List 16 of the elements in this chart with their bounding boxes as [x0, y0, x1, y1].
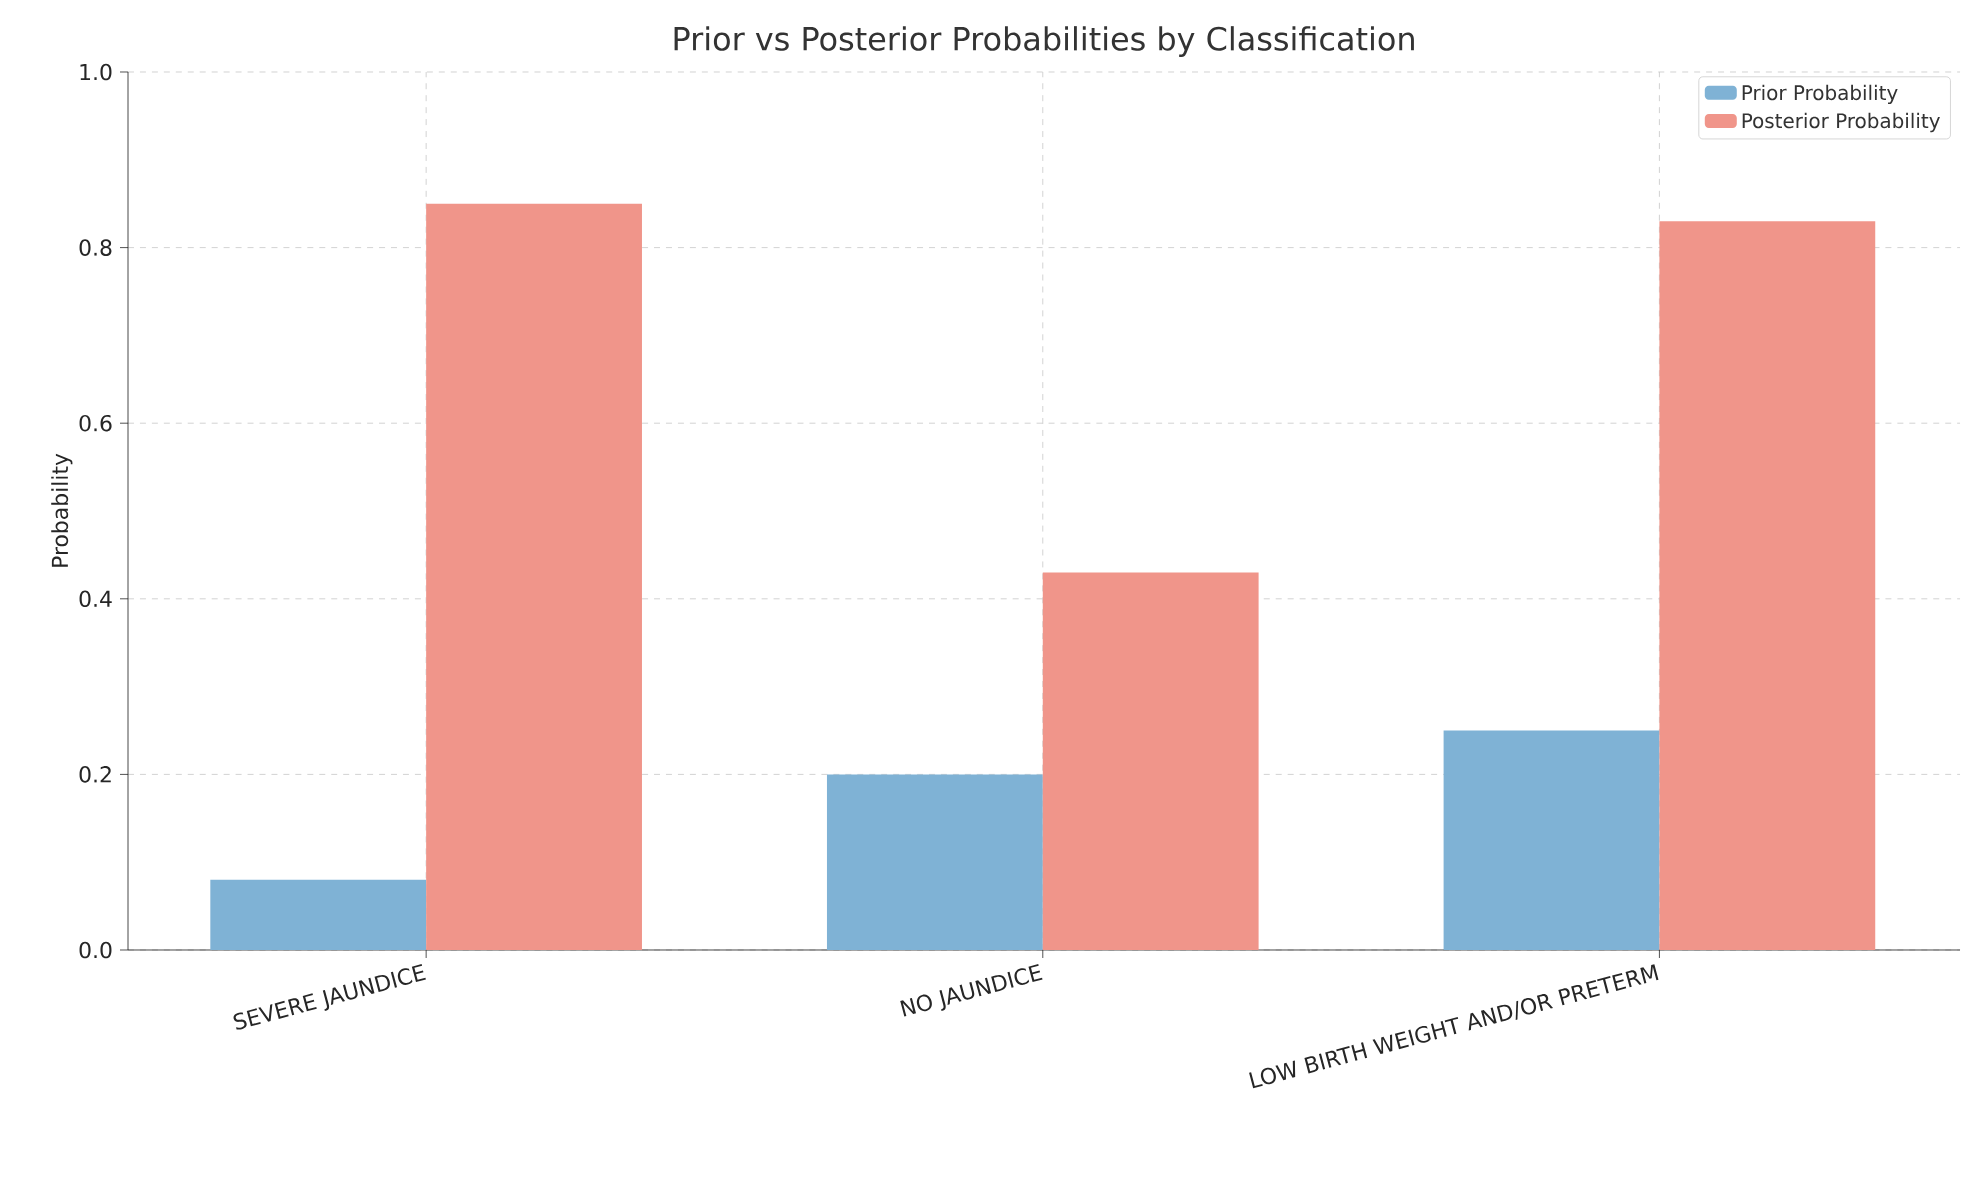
y-tick-label: 0.6: [79, 414, 112, 432]
bar: [826, 774, 1043, 950]
y-tick-label: 0.8: [79, 239, 112, 256]
legend-label: Posterior Probability: [1742, 112, 1940, 133]
legend-label: Prior Probability: [1742, 84, 1898, 105]
y-tick-label: 1.0: [80, 63, 112, 81]
chart-title: Prior vs Posterior Probabilities by Classification: [674, 26, 1414, 57]
y-tick-label: 0.4: [79, 590, 112, 608]
y-tick-label: 0.2: [79, 766, 111, 783]
bar: [1042, 572, 1259, 950]
bar: [426, 203, 642, 950]
bar: [210, 879, 427, 950]
y-tick-label: 0.0: [79, 941, 112, 959]
bar: [1659, 221, 1876, 950]
bar: [1443, 730, 1660, 950]
y-axis-title: Probability: [51, 453, 73, 567]
